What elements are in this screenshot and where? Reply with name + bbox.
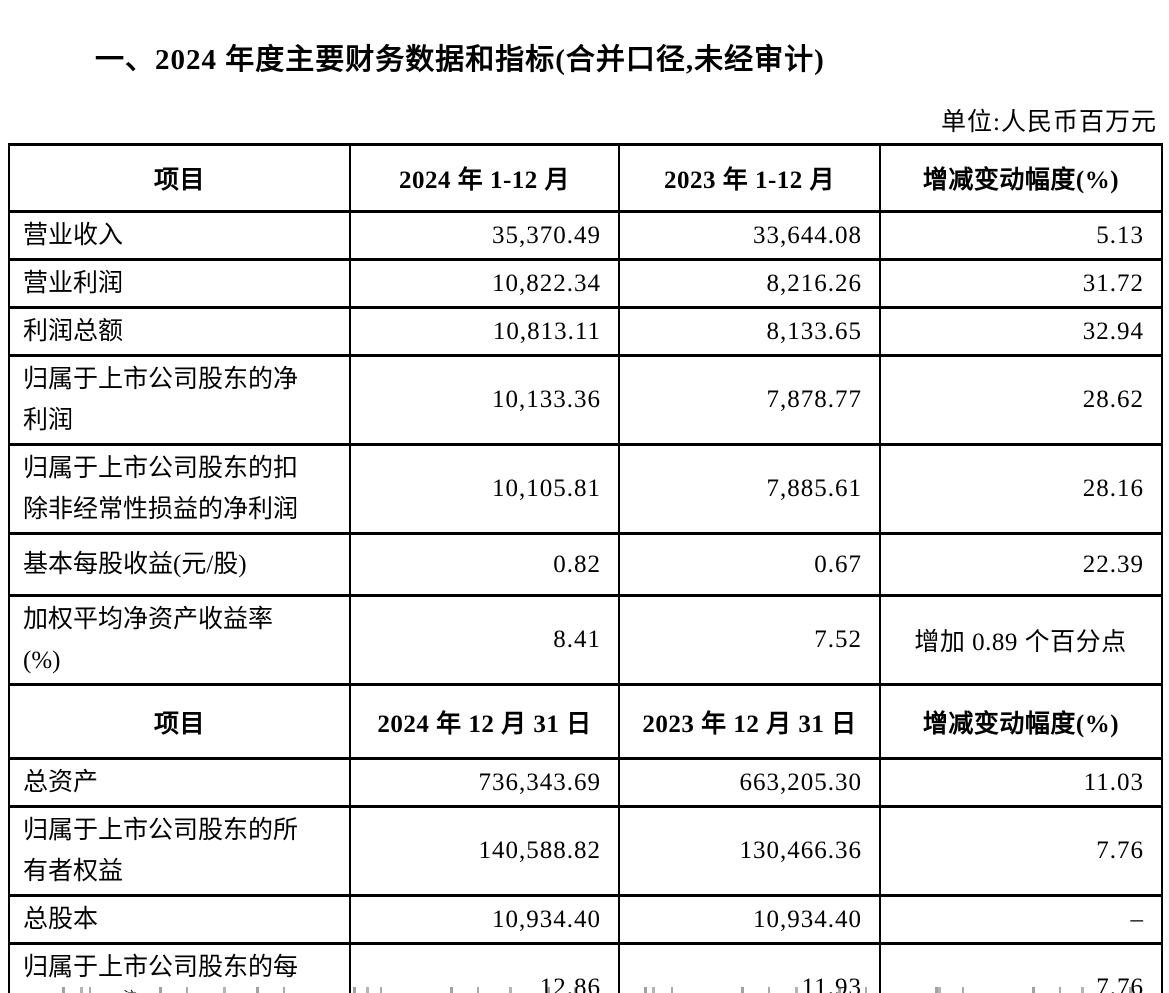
value-change: 5.13 xyxy=(879,210,1163,261)
row-label: 营业利润 xyxy=(8,258,351,309)
header-item: 项目 xyxy=(8,143,351,213)
value-change: 11.03 xyxy=(879,757,1163,808)
table-row-total-profit: 利润总额 10,813.11 8,133.65 32.94 xyxy=(8,306,1163,357)
row-label: 利润总额 xyxy=(8,306,351,357)
row-label: 归属于上市公司股东的扣 除非经常性损益的净利润 xyxy=(8,443,351,535)
value-2024: 10,813.11 xyxy=(349,306,620,357)
header-change-pct: 增减变动幅度(%) xyxy=(879,683,1163,760)
value-change: 28.62 xyxy=(879,354,1163,446)
table-row-total-share-capital: 总股本 10,934.40 10,934.40 – xyxy=(8,894,1163,945)
income-header-row: 项目 2024 年 1-12 月 2023 年 1-12 月 增减变动幅度(%) xyxy=(8,143,1163,213)
value-2023: 8,133.65 xyxy=(618,306,881,357)
header-2024-period: 2024 年 1-12 月 xyxy=(349,143,620,213)
table-row-weighted-avg-roe: 加权平均净资产收益率 (%) 8.41 7.52 增加 0.89 个百分点 xyxy=(8,594,1163,686)
value-change: 增加 0.89 个百分点 xyxy=(879,594,1163,686)
value-2024: 10,822.34 xyxy=(349,258,620,309)
table-row-equity-attributable: 归属于上市公司股东的所 有者权益 140,588.82 130,466.36 7… xyxy=(8,805,1163,897)
table-row-total-assets: 总资产 736,343.69 663,205.30 11.03 xyxy=(8,757,1163,808)
header-2024-date: 2024 年 12 月 31 日 xyxy=(349,683,620,760)
value-change: 7.76 xyxy=(879,805,1163,897)
table-row-net-assets-per-share: 归属于上市公司股东的每 股净资产注(元/股) 12.86 11.93 7.76 xyxy=(8,942,1163,993)
label-main: 归属于上市公司股东的每 股净资产 xyxy=(23,954,299,981)
value-2024: 10,105.81 xyxy=(349,443,620,535)
header-change-pct: 增减变动幅度(%) xyxy=(879,143,1163,213)
header-2023-period: 2023 年 1-12 月 xyxy=(618,143,881,213)
row-label: 基本每股收益(元/股) xyxy=(8,532,351,597)
row-label: 加权平均净资产收益率 (%) xyxy=(8,594,351,686)
value-2023: 663,205.30 xyxy=(618,757,881,808)
table-row-basic-eps: 基本每股收益(元/股) 0.82 0.67 22.39 xyxy=(8,532,1163,597)
row-label: 归属于上市公司股东的所 有者权益 xyxy=(8,805,351,897)
balance-header-row: 项目 2024 年 12 月 31 日 2023 年 12 月 31 日 增减变… xyxy=(8,683,1163,760)
value-2023: 11.93 xyxy=(618,942,881,993)
table-row-operating-profit: 营业利润 10,822.34 8,216.26 31.72 xyxy=(8,258,1163,309)
value-2023: 10,934.40 xyxy=(618,894,881,945)
value-2024: 8.41 xyxy=(349,594,620,686)
row-label: 营业收入 xyxy=(8,210,351,261)
clipped-footnote-strip xyxy=(28,987,1153,993)
row-label: 归属于上市公司股东的每 股净资产注(元/股) xyxy=(8,942,351,993)
row-label: 归属于上市公司股东的净 利润 xyxy=(8,354,351,446)
value-change: 22.39 xyxy=(879,532,1163,597)
value-2024: 12.86 xyxy=(349,942,620,993)
value-change: 32.94 xyxy=(879,306,1163,357)
value-change: 28.16 xyxy=(879,443,1163,535)
header-2023-date: 2023 年 12 月 31 日 xyxy=(618,683,881,760)
financial-data-table: 项目 2024 年 1-12 月 2023 年 1-12 月 增减变动幅度(%)… xyxy=(8,143,1163,993)
value-2023: 7,885.61 xyxy=(618,443,881,535)
value-change: 31.72 xyxy=(879,258,1163,309)
value-2024: 10,133.36 xyxy=(349,354,620,446)
value-2024: 35,370.49 xyxy=(349,210,620,261)
row-label: 总股本 xyxy=(8,894,351,945)
value-change: – xyxy=(879,894,1163,945)
value-2023: 7.52 xyxy=(618,594,881,686)
value-2024: 140,588.82 xyxy=(349,805,620,897)
value-2024: 10,934.40 xyxy=(349,894,620,945)
value-2023: 33,644.08 xyxy=(618,210,881,261)
value-2024: 736,343.69 xyxy=(349,757,620,808)
table-row-revenue: 营业收入 35,370.49 33,644.08 5.13 xyxy=(8,210,1163,261)
page-title: 一、2024 年度主要财务数据和指标(合并口径,未经审计) xyxy=(95,44,825,76)
row-label: 总资产 xyxy=(8,757,351,808)
value-change: 7.76 xyxy=(879,942,1163,993)
table-row-net-profit-excl-nonrecurring: 归属于上市公司股东的扣 除非经常性损益的净利润 10,105.81 7,885.… xyxy=(8,443,1163,535)
value-2024: 0.82 xyxy=(349,532,620,597)
table-row-net-profit-attributable: 归属于上市公司股东的净 利润 10,133.36 7,878.77 28.62 xyxy=(8,354,1163,446)
unit-label: 单位:人民币百万元 xyxy=(941,109,1157,136)
value-2023: 130,466.36 xyxy=(618,805,881,897)
value-2023: 8,216.26 xyxy=(618,258,881,309)
value-2023: 0.67 xyxy=(618,532,881,597)
value-2023: 7,878.77 xyxy=(618,354,881,446)
header-item: 项目 xyxy=(8,683,351,760)
